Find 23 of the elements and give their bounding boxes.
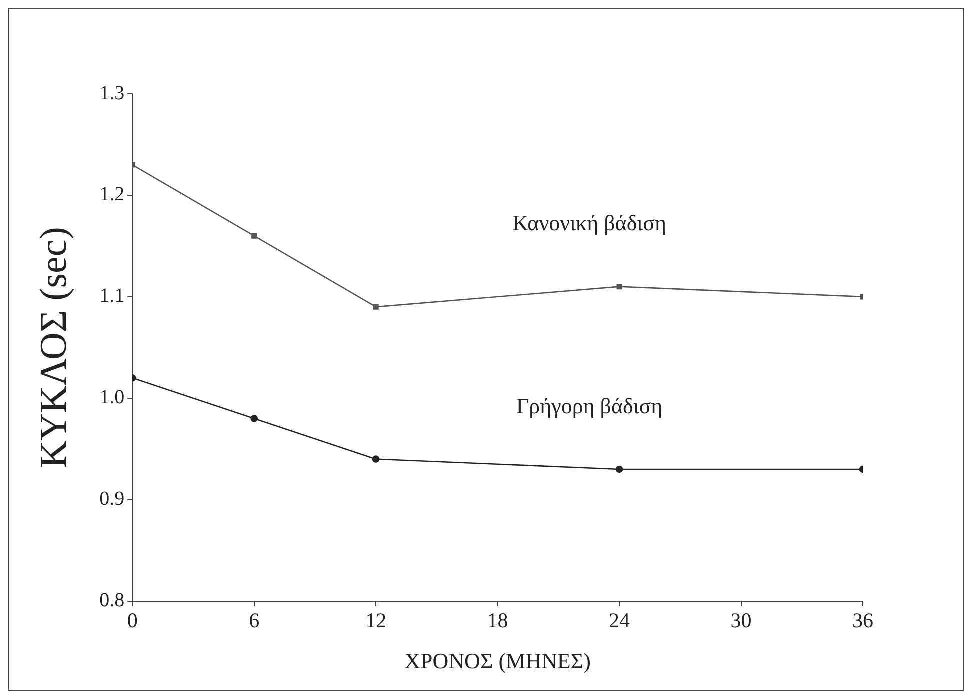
x-tick-label: 6: [249, 608, 260, 633]
y-tick-label: 1.2: [100, 184, 125, 206]
point: [616, 466, 624, 474]
y-tick-label: 0.8: [100, 590, 125, 612]
point: [250, 415, 258, 422]
x-axis-title: ΧΡΟΝΟΣ (ΜΗΝΕΣ): [404, 648, 591, 674]
text: Γρήγορη βάδιση: [516, 393, 663, 418]
y-tick-label: 1.0: [100, 386, 125, 409]
y-tick-label: 1.3: [100, 82, 125, 104]
x-tick-label: 0: [127, 608, 138, 633]
x-tick-label: 30: [730, 608, 752, 633]
text: Κανονική βάδιση: [512, 210, 666, 236]
x-tick-label: 36: [852, 608, 874, 633]
point: [373, 304, 379, 310]
point: [616, 284, 622, 290]
point: [372, 456, 380, 463]
y-tick-label: 1.1: [100, 285, 125, 308]
x-tick-label: 12: [366, 608, 387, 633]
x-tick-label: 18: [487, 608, 508, 633]
x-tick-label: 24: [609, 608, 631, 633]
y-tick-label: 0.9: [100, 488, 125, 510]
point: [252, 233, 258, 239]
y-axis-title: ΚΥΚΛΟΣ (sec): [32, 227, 75, 468]
